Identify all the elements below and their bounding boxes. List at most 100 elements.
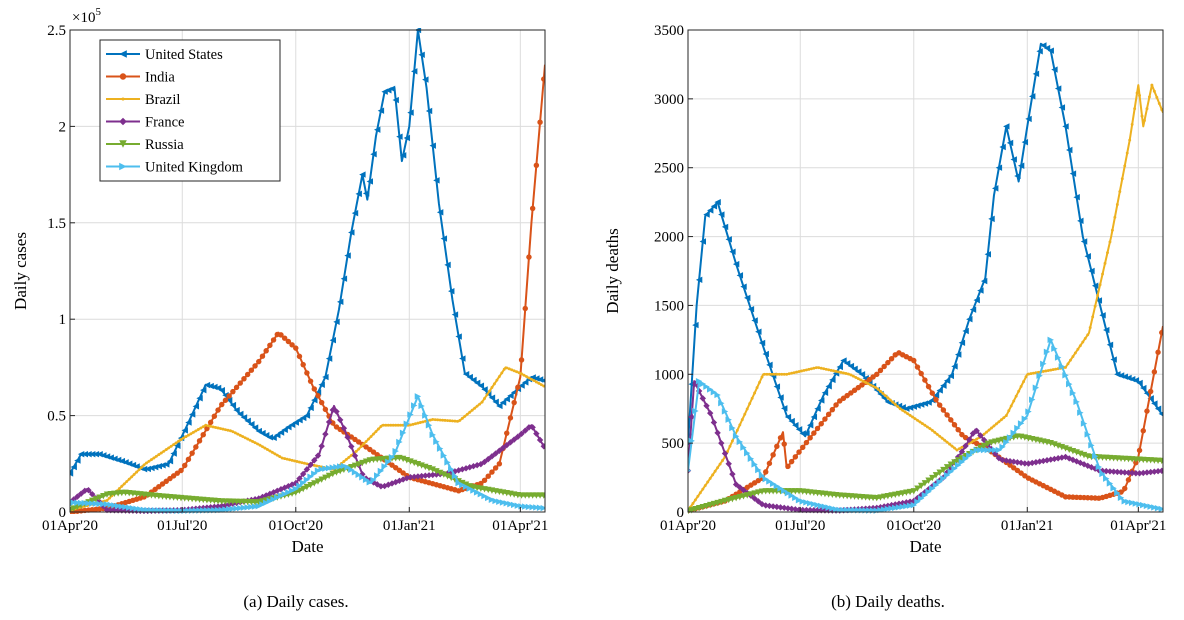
deaths-series-united-states-marker — [1010, 156, 1017, 163]
deaths-series-russia-marker — [703, 502, 710, 510]
cases-series-united-kingdom-marker — [459, 481, 466, 489]
deaths-series-russia-marker — [1158, 457, 1163, 465]
deaths-series-brazil-marker — [805, 368, 808, 372]
deaths-series-united-states-marker — [1006, 139, 1014, 147]
cases-series-brazil-marker — [214, 426, 218, 429]
deaths-series-india-marker — [1122, 485, 1128, 492]
cases-series-united-kingdom-marker — [466, 485, 473, 492]
deaths-series-united-kingdom-marker — [895, 504, 903, 511]
deaths-series-brazil-marker — [1120, 177, 1124, 181]
deaths-series-united-states-marker — [962, 327, 969, 335]
cases-series-united-states-marker — [89, 450, 96, 458]
cases-series-united-states-marker — [296, 417, 303, 424]
deaths-series-united-states-marker — [758, 339, 766, 347]
deaths-series-united-states-marker — [1077, 217, 1084, 225]
deaths-series-brazil-marker — [698, 491, 702, 495]
deaths-series-united-kingdom-marker — [688, 469, 692, 473]
cases-series-france-marker — [377, 483, 385, 490]
deaths-series-united-kingdom-marker — [747, 455, 755, 462]
cases-series-united-kingdom-marker — [473, 489, 481, 496]
cases-series-united-kingdom-marker — [285, 489, 292, 496]
deaths-series-brazil-marker — [1123, 164, 1127, 168]
deaths-series-india-marker — [763, 469, 769, 475]
deaths-series-united-kingdom-marker — [880, 506, 888, 513]
deaths-series-india-marker — [792, 454, 799, 460]
daily-deaths-caption: (b) Daily deaths. — [831, 592, 945, 611]
deaths-series-brazil-marker — [995, 422, 998, 426]
deaths-series-brazil-marker — [851, 374, 855, 378]
cases-series-brazil-marker — [529, 377, 533, 381]
deaths-series-brazil-marker — [812, 366, 816, 370]
deaths-series-brazil-marker — [701, 487, 705, 491]
cases-series-united-states-marker — [77, 450, 85, 458]
cases-series-france-marker — [344, 433, 351, 441]
deaths-series-brazil-marker — [1046, 369, 1050, 372]
deaths-series-russia-marker — [747, 491, 755, 498]
deaths-series-united-kingdom-marker — [954, 462, 962, 469]
deaths-series-brazil-marker — [864, 380, 868, 384]
deaths-series-russia — [688, 433, 1163, 514]
deaths-series-united-states-marker — [906, 404, 914, 411]
cases-series-france-marker — [325, 418, 333, 426]
cases-series-brazil-marker — [275, 453, 279, 457]
cases-legend-entry-russia: Russia — [106, 137, 184, 153]
cases-series-united-kingdom-marker — [451, 472, 459, 480]
deaths-series-france-marker — [977, 432, 984, 439]
deaths-x-tick-label: 01Jul'20 — [775, 518, 825, 534]
deaths-series-united-kingdom-marker — [992, 446, 999, 454]
deaths-series-united-states-marker — [1054, 85, 1062, 92]
cases-series-russia-marker — [299, 485, 307, 493]
deaths-series-united-states-marker — [910, 403, 917, 410]
cases-series-united-kingdom-marker — [440, 452, 448, 459]
cases-series-united-states-marker — [362, 190, 370, 197]
cases-series-india-marker — [481, 477, 488, 484]
cases-ticks: 01Apr'20 01Jul'20 01Oct'20 01Jan'21 01Apr'21… — [42, 23, 548, 534]
cases-series-france-marker — [348, 443, 355, 450]
deaths-series-russia-marker — [943, 464, 951, 471]
deaths-series-united-kingdom-marker — [1125, 498, 1132, 506]
deaths-series-brazil-marker — [906, 412, 910, 416]
cases-series-brazil-marker — [209, 424, 213, 428]
cases-series-united-states-marker — [492, 398, 499, 406]
deaths-series-united-kingdom-marker — [1040, 360, 1047, 367]
cases-series-brazil-marker — [362, 442, 366, 446]
deaths-series-united-kingdom-marker — [932, 481, 940, 489]
deaths-series-russia-marker — [892, 491, 899, 498]
cases-series-united-kingdom-marker — [255, 503, 262, 510]
deaths-series-india-marker — [1125, 477, 1132, 483]
deaths-series-united-kingdom-marker — [1151, 504, 1158, 511]
deaths-series-france-marker — [1106, 468, 1114, 475]
deaths-series-united-kingdom — [688, 336, 1163, 514]
deaths-series-france-marker — [792, 506, 799, 513]
deaths-series-india-marker — [940, 407, 947, 413]
cases-series-united-kingdom-marker — [499, 499, 507, 506]
cases-series-brazil-marker — [460, 416, 464, 420]
deaths-series-united-kingdom-marker — [1036, 372, 1043, 379]
deaths-series-india-marker — [811, 430, 817, 436]
deaths-series-russia-marker — [732, 494, 740, 502]
deaths-series-united-kingdom-marker — [1106, 480, 1114, 487]
deaths-series-brazil-marker — [948, 442, 951, 446]
cases-series-india-marker — [215, 407, 221, 413]
cases-series-united-states-marker — [355, 190, 362, 198]
deaths-series-united-states-marker — [903, 405, 910, 412]
cases-series-united-kingdom-marker — [85, 500, 92, 507]
deaths-series-united-kingdom-marker — [1073, 398, 1080, 406]
deaths-series-brazil-marker — [760, 375, 764, 379]
deaths-series-russia-marker — [699, 503, 707, 511]
cases-series-united-states-marker — [351, 209, 359, 217]
cases-series-united-states-marker — [540, 378, 545, 383]
cases-series-united-kingdom-marker — [388, 454, 396, 461]
cases-series-united-kingdom-marker — [118, 503, 126, 510]
deaths-series-brazil-marker — [844, 372, 848, 375]
deaths-series-russia-marker — [695, 505, 703, 512]
deaths-series-brazil-marker — [1110, 228, 1114, 232]
deaths-series-russia-marker — [873, 495, 880, 502]
cases-series-russia-marker — [540, 492, 545, 499]
cases-series-india-marker — [248, 367, 255, 373]
cases-series-france-marker — [77, 490, 85, 497]
cases-series-united-states — [70, 28, 545, 477]
cases-y-exponent-label: ×105 — [72, 6, 101, 26]
cases-series-brazil-marker — [453, 419, 457, 423]
deaths-series-united-states-marker — [725, 236, 732, 243]
